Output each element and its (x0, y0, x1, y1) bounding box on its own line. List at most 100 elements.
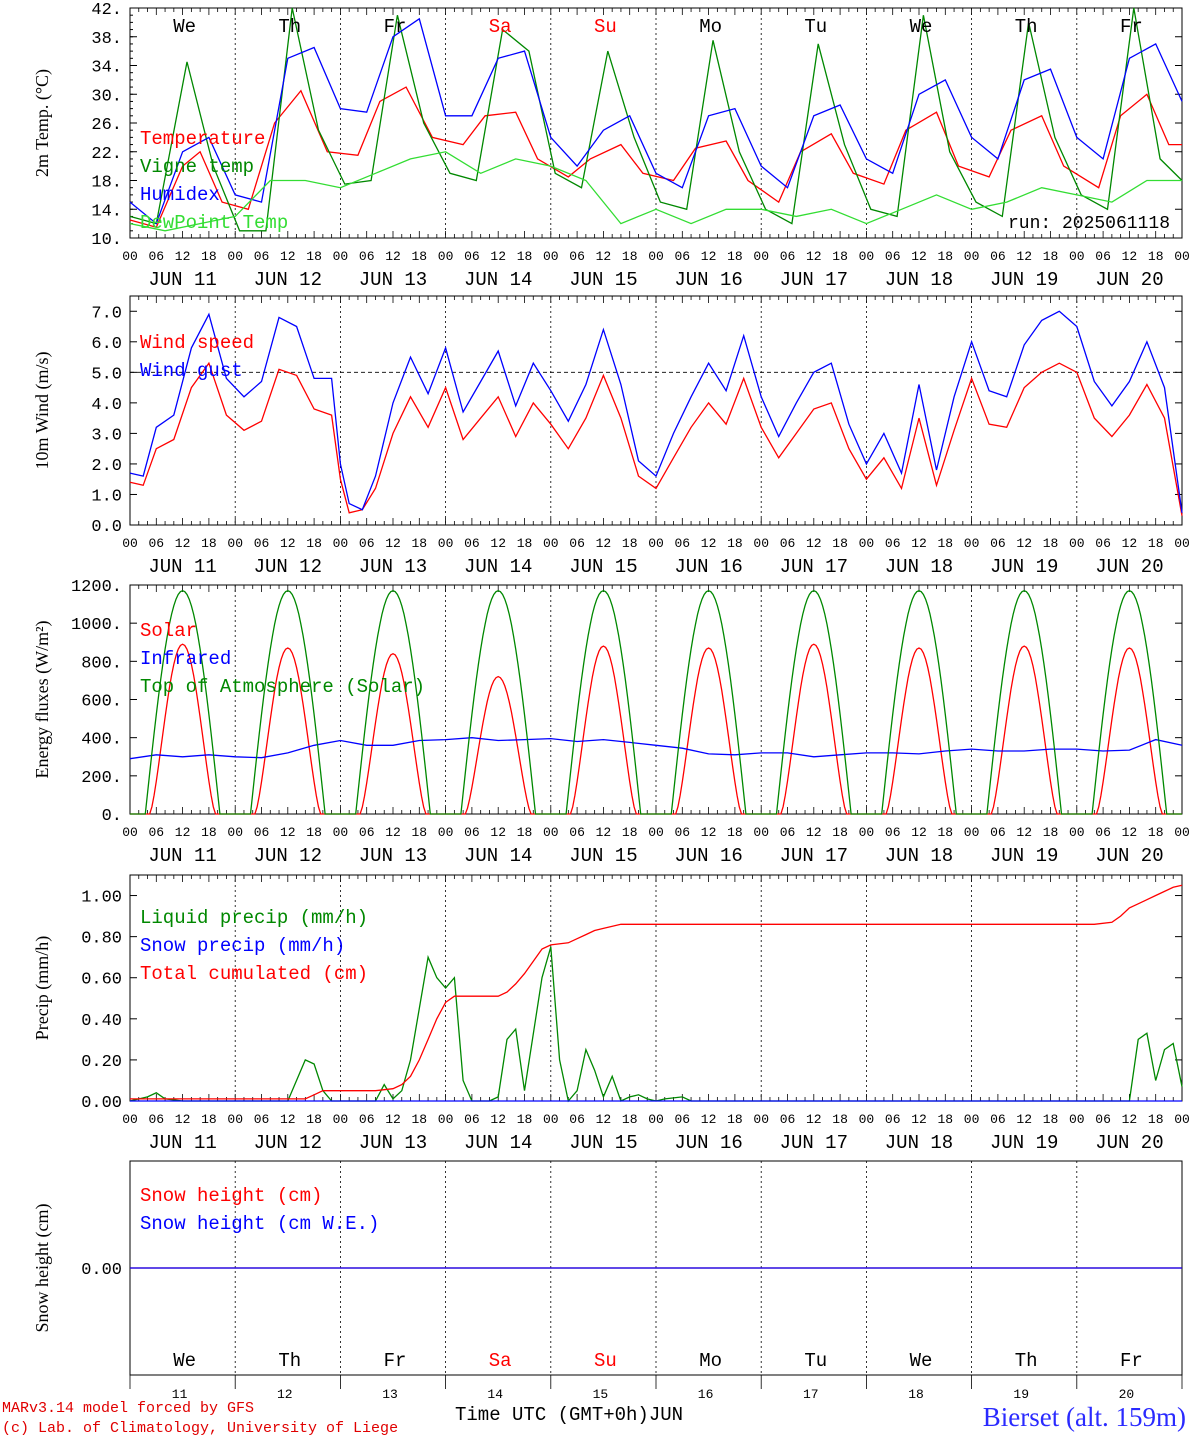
day-number-label: 11 (172, 1387, 188, 1402)
hour-tick-label: 18 (201, 536, 217, 551)
hour-tick-label: 12 (175, 1112, 191, 1127)
hour-tick-label: 00 (1174, 249, 1190, 264)
date-label: JUN 11 (148, 845, 216, 867)
hour-tick-label: 00 (859, 249, 875, 264)
hour-tick-label: 06 (464, 825, 480, 840)
hour-tick-label: 06 (885, 249, 901, 264)
hour-tick-label: 00 (859, 825, 875, 840)
hour-tick-label: 12 (701, 249, 717, 264)
weekday-label: We (173, 16, 196, 38)
hour-tick-label: 00 (1174, 825, 1190, 840)
series-line-solar (130, 643, 1182, 815)
hour-tick-label: 12 (490, 825, 506, 840)
hour-tick-label: 12 (701, 1112, 717, 1127)
y-tick-label: 800. (81, 654, 122, 673)
legend-entry: Infrared (140, 648, 231, 670)
hour-tick-label: 00 (1174, 536, 1190, 551)
hour-tick-label: 12 (596, 249, 612, 264)
hour-tick-label: 18 (727, 825, 743, 840)
hour-tick-label: 06 (674, 249, 690, 264)
y-tick-label: 14. (91, 202, 122, 221)
y-tick-label: 38. (91, 30, 122, 49)
hour-tick-label: 18 (517, 825, 533, 840)
date-label: JUN 12 (254, 269, 322, 291)
day-number-label: 15 (593, 1387, 609, 1402)
y-tick-label: 0.00 (81, 1261, 122, 1280)
weekday-label: Mo (699, 1350, 722, 1372)
hour-tick-label: 00 (1174, 1112, 1190, 1127)
hour-tick-label: 06 (1095, 1112, 1111, 1127)
hour-tick-label: 12 (701, 536, 717, 551)
hour-tick-label: 00 (1069, 825, 1085, 840)
weekday-label: Fr (384, 1350, 407, 1372)
hour-tick-label: 00 (333, 825, 349, 840)
y-tick-label: 4.0 (91, 396, 122, 415)
y-tick-label: 400. (81, 731, 122, 750)
hour-tick-label: 06 (1095, 536, 1111, 551)
hour-tick-label: 06 (780, 825, 796, 840)
series-line-top-of-atmosphere-solar- (130, 589, 1182, 815)
hour-tick-label: 12 (1122, 249, 1138, 264)
hour-tick-label: 06 (359, 825, 375, 840)
hour-tick-label: 00 (648, 825, 664, 840)
run-label: run: 2025061118 (1008, 214, 1170, 234)
date-label: JUN 20 (1095, 845, 1163, 867)
hour-tick-label: 12 (385, 825, 401, 840)
y-axis-label: 2m Temp. (°C) (32, 69, 53, 177)
hour-tick-label: 00 (227, 825, 243, 840)
hour-tick-label: 00 (1069, 249, 1085, 264)
y-tick-label: 26. (91, 116, 122, 135)
date-label: JUN 20 (1095, 1132, 1163, 1154)
weekday-label: Th (1015, 1350, 1038, 1372)
date-label: JUN 17 (780, 269, 848, 291)
hour-tick-label: 06 (254, 825, 270, 840)
legend-entry: Wind gust (140, 360, 243, 382)
hour-tick-label: 06 (464, 249, 480, 264)
weekday-label: Fr (384, 16, 407, 38)
legend-entry: Snow precip (mm/h) (140, 935, 345, 957)
hour-tick-label: 06 (569, 825, 585, 840)
date-label: JUN 13 (359, 269, 427, 291)
hour-tick-label: 12 (1016, 1112, 1032, 1127)
hour-tick-label: 12 (490, 249, 506, 264)
weekday-label: Fr (1120, 1350, 1143, 1372)
y-tick-label: 1.0 (91, 487, 122, 506)
day-number-label: 20 (1119, 1387, 1135, 1402)
date-label: JUN 13 (359, 845, 427, 867)
date-label: JUN 19 (990, 269, 1058, 291)
hour-tick-label: 18 (306, 825, 322, 840)
y-tick-label: 1000. (71, 616, 122, 635)
hour-tick-label: 06 (148, 1112, 164, 1127)
y-tick-label: 0.0 (91, 518, 122, 537)
date-label: JUN 18 (885, 556, 953, 578)
y-tick-label: 3.0 (91, 426, 122, 445)
hour-tick-label: 12 (385, 1112, 401, 1127)
hour-tick-label: 00 (438, 536, 454, 551)
date-label: JUN 16 (674, 845, 742, 867)
series-line-temperature (129, 86, 1182, 228)
day-number-label: 16 (698, 1387, 714, 1402)
hour-tick-label: 18 (411, 825, 427, 840)
hour-tick-label: 00 (964, 825, 980, 840)
date-label: JUN 15 (569, 1132, 637, 1154)
hour-tick-label: 12 (1122, 536, 1138, 551)
hour-tick-label: 12 (806, 536, 822, 551)
hour-tick-label: 00 (648, 1112, 664, 1127)
weekday-label: Sa (489, 16, 512, 38)
date-label: JUN 18 (885, 1132, 953, 1154)
hour-tick-label: 12 (385, 536, 401, 551)
hour-tick-label: 00 (122, 1112, 138, 1127)
legend-entry: Solar (140, 620, 197, 642)
date-label: JUN 12 (254, 1132, 322, 1154)
hour-tick-label: 00 (753, 825, 769, 840)
hour-tick-label: 18 (1148, 825, 1164, 840)
hour-tick-label: 06 (990, 249, 1006, 264)
hour-tick-label: 06 (569, 536, 585, 551)
hour-tick-label: 00 (543, 825, 559, 840)
hour-tick-label: 12 (175, 825, 191, 840)
date-label: JUN 14 (464, 269, 532, 291)
hour-tick-label: 18 (201, 249, 217, 264)
y-tick-label: 6.0 (91, 335, 122, 354)
y-tick-label: 30. (91, 87, 122, 106)
